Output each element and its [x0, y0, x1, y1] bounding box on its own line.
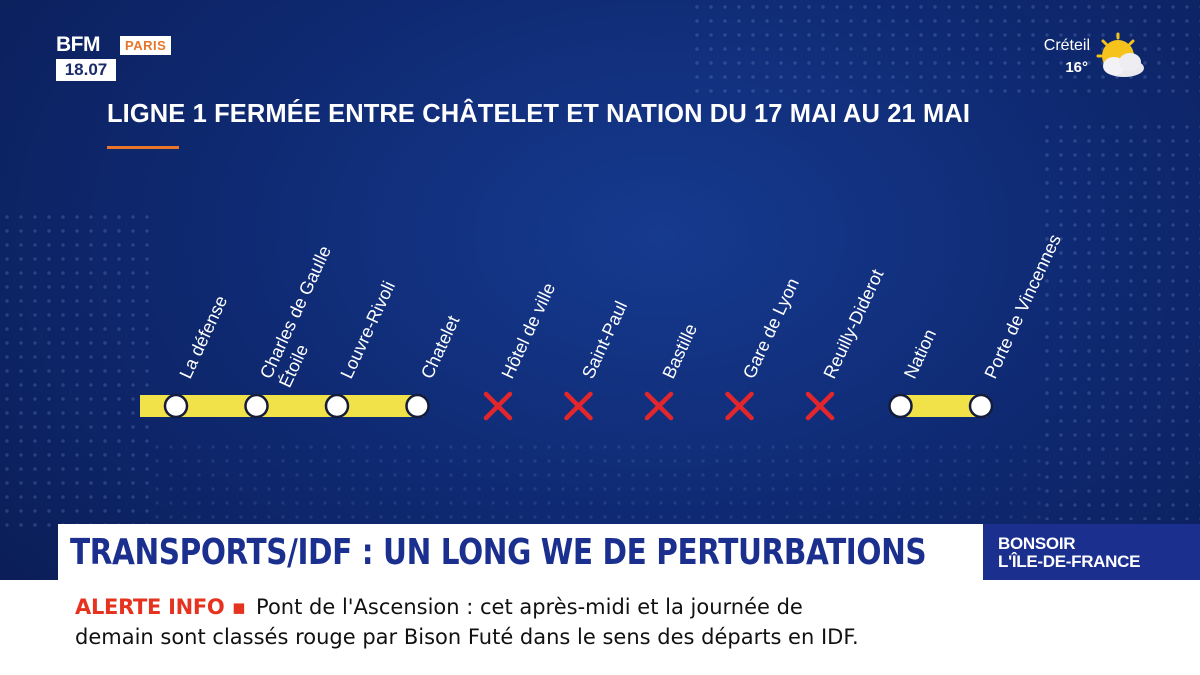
- station-closed-icon: [805, 391, 835, 421]
- channel-region: PARIS: [120, 36, 172, 55]
- station-open-marker: [324, 393, 350, 419]
- open-line-segment: [256, 395, 343, 417]
- title-underline: [107, 146, 179, 149]
- station-open-marker: [163, 393, 189, 419]
- station-label: Gare de Lyon: [739, 275, 803, 382]
- station-closed-icon: [483, 391, 513, 421]
- station-label: Nation: [900, 326, 940, 382]
- station-closed-icon: [644, 391, 674, 421]
- open-line-segment: [140, 395, 263, 417]
- headline: TRANSPORTS/IDF : UN LONG WE DE PERTURBAT…: [70, 532, 927, 573]
- alert-bullet-icon: ▪: [224, 595, 247, 619]
- ticker-text-1: Pont de l'Ascension : cet après-midi et …: [256, 595, 803, 619]
- station-label: La défense: [175, 293, 231, 382]
- channel-brand: BFM: [56, 33, 101, 56]
- station-open-marker: [244, 393, 269, 419]
- station-label: Bastille: [658, 321, 701, 382]
- weather-temperature: 16°: [1065, 59, 1088, 76]
- station-open-marker: [968, 393, 994, 419]
- sun-cloud-icon: [1096, 32, 1144, 77]
- station-open-marker: [405, 393, 430, 419]
- open-line-segment: [900, 395, 987, 417]
- station-label: Louvre-Rivoli: [336, 278, 399, 382]
- station-closed-icon: [564, 391, 593, 421]
- weather-city: Créteil: [1043, 37, 1090, 54]
- station-closed-icon: [725, 391, 754, 421]
- station-label: Reuilly-Diderot: [819, 266, 887, 381]
- station-open-marker: [888, 393, 913, 419]
- clock: 18.07: [56, 59, 116, 81]
- station-label: Saint-Paul: [578, 298, 631, 382]
- ticker-line-1: ALERTE INFO ▪ Pont de l'Ascension : cet a…: [75, 594, 803, 620]
- graphic-title: LIGNE 1 FERMÉE ENTRE CHÂTELET ET NATION …: [107, 100, 971, 128]
- ticker-line-2: demain sont classés rouge par Bison Futé…: [75, 625, 859, 649]
- show-name-line2: L'ÎLE-DE-FRANCE: [998, 552, 1141, 571]
- show-name-line1: BONSOIR: [998, 534, 1076, 553]
- show-name-box: BONSOIR L'ÎLE-DE-FRANCE: [983, 524, 1200, 580]
- news-ticker: ALERTE INFO ▪ Pont de l'Ascension : cet a…: [0, 580, 1200, 675]
- station-label: Hôtel de ville: [497, 280, 559, 382]
- headline-bar: TRANSPORTS/IDF : UN LONG WE DE PERTURBAT…: [58, 524, 983, 580]
- alert-tag: ALERTE INFO: [75, 595, 225, 619]
- open-line-segment: [337, 395, 424, 417]
- station-label: Chatelet: [417, 312, 463, 381]
- station-label: Porte de Vincennes: [980, 231, 1064, 382]
